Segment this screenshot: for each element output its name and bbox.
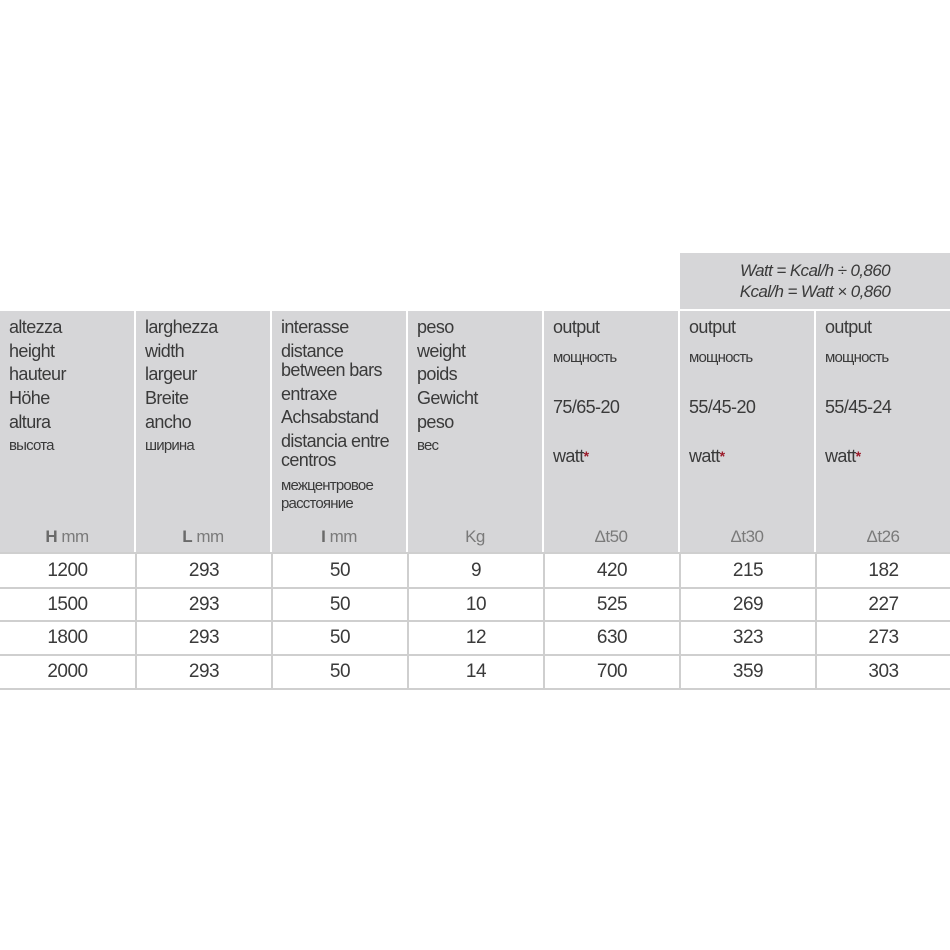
header-text: larghezza — [145, 317, 218, 337]
header-text: between bars — [281, 360, 382, 380]
header-text: мощность — [689, 349, 753, 366]
formula-line-1: Watt = Kcal/h ÷ 0,860 — [740, 261, 891, 280]
table-cell: 9 — [407, 554, 543, 588]
header-text: 75/65-20 — [553, 397, 620, 417]
row-divider — [0, 587, 950, 589]
header-text: watt* — [825, 446, 861, 466]
header-text: watt* — [553, 446, 589, 466]
table-row: 1800 293 50 12 630 323 273 — [0, 621, 950, 655]
header-text: высота — [9, 437, 54, 454]
table-row: 2000 293 50 14 700 359 303 — [0, 655, 950, 689]
unit-label: L mm — [182, 527, 224, 546]
header-text: width — [145, 341, 185, 361]
header-text: мощность — [825, 349, 889, 366]
unit-label: Kg — [465, 527, 485, 546]
header-text: 55/45-20 — [689, 397, 756, 417]
unit-label: Δt30 — [730, 527, 765, 546]
table-cell: 420 — [543, 554, 679, 588]
header-text: interasse — [281, 317, 349, 337]
row-divider — [0, 688, 950, 690]
table-cell: 1800 — [47, 627, 88, 648]
header-text: межцентровое — [281, 477, 374, 494]
header-text: мощность — [553, 349, 617, 366]
table-cell: 182 — [815, 554, 950, 588]
header-text: output — [689, 317, 736, 337]
table-cell: 700 — [543, 655, 679, 689]
header-width: larghezza width largeur Breite ancho шир… — [136, 311, 270, 552]
unit-label: Δt50 — [594, 527, 629, 546]
table-cell: 303 — [815, 655, 950, 689]
table-cell: 14 — [407, 655, 543, 689]
header-text: hauteur — [9, 364, 66, 384]
table-cell: 50 — [271, 554, 407, 588]
header-text: 55/45-24 — [825, 397, 892, 417]
table-cell: 269 — [679, 588, 815, 621]
table-cell: 359 — [679, 655, 815, 689]
header-text: height — [9, 341, 55, 361]
table-cell: 323 — [679, 621, 815, 655]
row-divider — [0, 552, 950, 554]
header-text: Achsabstand — [281, 407, 379, 427]
header-text: peso — [417, 412, 454, 432]
header-text: altura — [9, 412, 51, 432]
header-text: вес — [417, 437, 439, 454]
table-cell: 50 — [271, 655, 407, 689]
header-text: Gewicht — [417, 388, 478, 408]
table-cell: 50 — [271, 588, 407, 621]
header-text: distance — [281, 341, 344, 361]
header-weight: peso weight poids Gewicht peso вес Kg — [408, 311, 542, 552]
table-cell: 1200 — [47, 560, 88, 581]
header-text: output — [553, 317, 600, 337]
header-output-dt30: output мощность 55/45-20 watt* Δt30 — [680, 311, 814, 552]
unit-label: H mm — [45, 527, 89, 546]
header-text: peso — [417, 317, 454, 337]
header-output-dt50: output мощность 75/65-20 watt* Δt50 — [544, 311, 678, 552]
header-text: altezza — [9, 317, 62, 337]
table-cell: 1500 — [47, 593, 88, 615]
table-cell: 10 — [407, 588, 543, 621]
header-output-dt26: output мощность 55/45-24 watt* Δt26 — [816, 311, 950, 552]
table-cell: 227 — [815, 588, 950, 621]
formula-line-2: Kcal/h = Watt × 0,860 — [739, 282, 891, 301]
header-text: расстояние — [281, 495, 354, 512]
table-cell: 2000 — [47, 661, 88, 682]
table-cell: 215 — [679, 554, 815, 588]
header-text: output — [825, 317, 872, 337]
header-text: largeur — [145, 364, 197, 384]
table-cell: 293 — [135, 588, 271, 621]
conversion-formula-box: Watt = Kcal/h ÷ 0,860 Kcal/h = Watt × 0,… — [680, 253, 950, 309]
header-text: ширина — [145, 437, 195, 454]
table-cell: 50 — [271, 621, 407, 655]
header-text: Breite — [145, 388, 189, 408]
table-cell: 293 — [135, 554, 271, 588]
table-cell: 293 — [135, 621, 271, 655]
header-text: poids — [417, 364, 458, 384]
header-distance: interasse distance between bars entraxe … — [272, 311, 406, 552]
unit-label: Δt26 — [866, 527, 901, 546]
header-text: entraxe — [281, 384, 337, 404]
table-cell: 12 — [407, 621, 543, 655]
unit-label: I mm — [321, 527, 357, 546]
table-cell: 273 — [815, 621, 950, 655]
table-row: 1200 293 50 9 420 215 182 — [0, 554, 950, 588]
table-cell: 630 — [543, 621, 679, 655]
header-text: weight — [417, 341, 466, 361]
table-row: 1500 293 50 10 525 269 227 — [0, 588, 950, 621]
header-text: distancia entre — [281, 431, 390, 451]
row-divider — [0, 654, 950, 656]
header-text: Höhe — [9, 388, 50, 408]
table-cell: 293 — [135, 655, 271, 689]
header-text: centros — [281, 450, 336, 470]
table-cell: 525 — [543, 588, 679, 621]
header-text: watt* — [689, 446, 725, 466]
header-height: altezza height hauteur Höhe altura высот… — [0, 311, 134, 552]
row-divider — [0, 620, 950, 622]
header-text: ancho — [145, 412, 192, 432]
